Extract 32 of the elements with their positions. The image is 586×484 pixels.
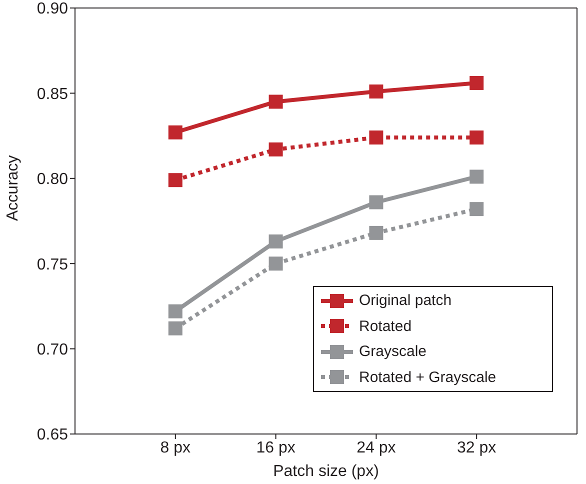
point: [369, 84, 384, 98]
legend-label: Rotated: [359, 318, 412, 335]
point: [168, 321, 182, 336]
point: [369, 130, 384, 145]
point: [369, 226, 384, 240]
point: [268, 256, 283, 271]
x-tick-label: 16 px: [256, 439, 296, 456]
point: [168, 173, 182, 188]
y-tick-label: 0.85: [36, 86, 68, 103]
point: [168, 125, 182, 140]
point: [268, 142, 283, 156]
x-axis-title: Patch size (px): [273, 463, 379, 480]
point: [470, 76, 484, 90]
y-tick-label: 0.75: [36, 256, 68, 274]
x-tick-label: 8 px: [160, 439, 191, 456]
point: [268, 94, 283, 109]
point: [470, 130, 484, 145]
y-tick-label: 0.65: [36, 426, 68, 444]
y-tick-label: 0.90: [36, 0, 68, 18]
x-tick-label: 24 px: [356, 439, 396, 456]
legend-label: Original patch: [359, 292, 452, 310]
point: [168, 304, 182, 318]
y-tick-label: 0.70: [36, 341, 68, 358]
y-tick-label: 0.80: [36, 171, 68, 188]
legend-label: Rotated + Grayscale: [359, 368, 496, 386]
point: [369, 195, 384, 210]
y-axis-title: Accuracy: [4, 155, 22, 221]
point: [268, 234, 283, 248]
x-tick-label: 32 px: [457, 439, 496, 456]
legend-label: Grayscale: [359, 343, 427, 360]
point: [470, 170, 484, 184]
point: [470, 202, 484, 216]
